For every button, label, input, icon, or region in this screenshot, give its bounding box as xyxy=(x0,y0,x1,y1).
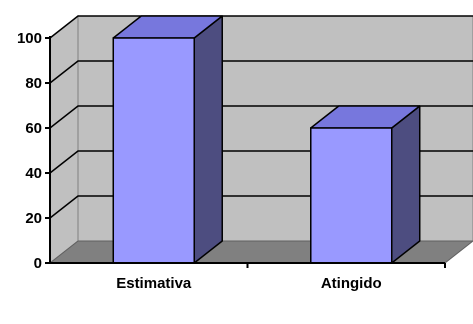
bar-side xyxy=(390,105,421,264)
y-tick-label: 0 xyxy=(34,255,42,272)
bar-estimativa xyxy=(112,15,223,264)
bars xyxy=(112,15,421,264)
bar-side xyxy=(193,15,223,264)
y-tick-label: 100 xyxy=(17,30,42,47)
bar-front xyxy=(310,127,393,264)
y-tick-label: 60 xyxy=(25,120,42,137)
x-category-label: Estimativa xyxy=(116,275,192,292)
bar-atingido xyxy=(310,105,421,264)
gridline xyxy=(49,15,473,39)
bar-front xyxy=(112,37,195,264)
x-category-label: Atingido xyxy=(321,275,382,292)
y-tick-label: 80 xyxy=(25,75,42,92)
side-wall xyxy=(49,14,79,265)
gridline xyxy=(49,60,473,84)
y-tick-label: 20 xyxy=(25,210,42,227)
x-category-labels: Estimativa Atingido xyxy=(116,275,381,292)
y-tick-labels: 0 20 40 60 80 100 xyxy=(17,30,42,272)
axes xyxy=(45,36,446,268)
y-tick-label: 40 xyxy=(25,165,42,182)
